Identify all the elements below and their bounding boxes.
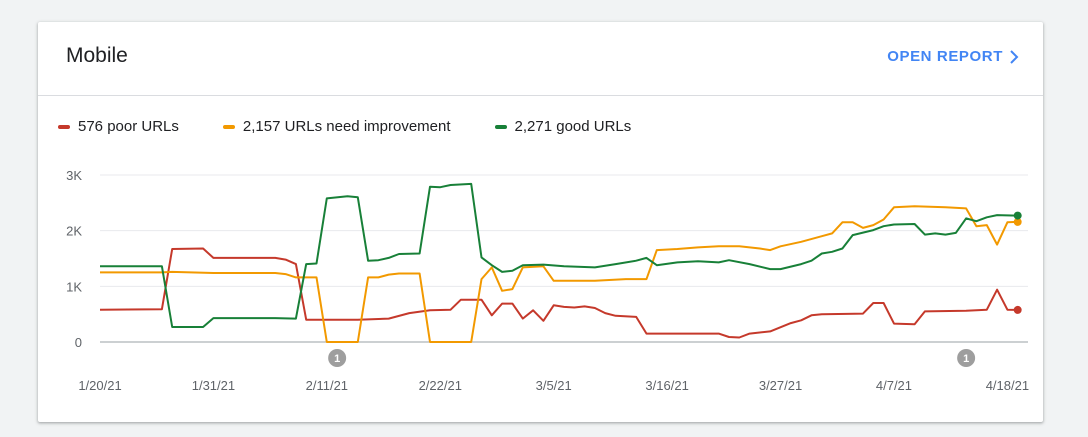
legend-swatch-needs-improvement — [222, 124, 235, 129]
series-line-good — [100, 182, 1018, 328]
series-line-poor — [99, 247, 1018, 339]
series-line-needs — [100, 205, 1018, 343]
y-tick-label: 1K — [66, 279, 82, 294]
annotation-marker — [957, 349, 976, 367]
x-tick-label: 3/16/21 — [645, 378, 688, 393]
annotation-label: 1 — [963, 353, 969, 365]
x-tick-label: 2/11/21 — [306, 378, 348, 393]
series-endpoint-poor — [1013, 305, 1022, 314]
line-chart: 0 1K 2K 3K 1/20/21 1/31/21 2/11/21 2/22/21 3/5/2… — [66, 168, 1029, 393]
y-tick-label: 3K — [66, 168, 82, 183]
annotation-label: 1 — [334, 353, 340, 365]
x-tick-label: 4/18/21 — [986, 378, 1029, 393]
mobile-report-card: Mobile OPEN REPORT 576 poor URLs 2,157 U… — [38, 22, 1043, 422]
open-report-label: OPEN REPORT — [887, 48, 1003, 65]
card-title: Mobile — [66, 44, 128, 67]
x-tick-label: 1/20/21 — [78, 378, 121, 393]
legend-label-needs-improvement: 2,157 URLs need improvement — [242, 118, 451, 135]
series-endpoint-needs — [1013, 217, 1022, 226]
x-tick-label: 1/31/21 — [192, 378, 235, 393]
y-tick-label: 0 — [75, 335, 82, 350]
card-header: Mobile OPEN REPORT — [38, 22, 1043, 96]
legend-swatch-good — [494, 124, 507, 129]
legend-item-good[interactable]: 2,271 good URLs — [494, 118, 632, 135]
chevron-right-icon — [1009, 49, 1019, 64]
legend-label-good: 2,271 good URLs — [514, 118, 632, 135]
legend-item-needs-improvement[interactable]: 2,157 URLs need improvement — [222, 118, 451, 135]
open-report-link[interactable]: OPEN REPORT — [887, 48, 1019, 65]
legend-item-poor[interactable]: 576 poor URLs — [58, 118, 179, 135]
legend-swatch-poor — [58, 124, 70, 129]
x-tick-label: 4/7/21 — [876, 378, 912, 393]
x-tick-label: 2/22/21 — [419, 378, 462, 393]
y-tick-label: 2K — [66, 224, 82, 239]
x-tick-label: 3/5/21 — [536, 378, 572, 393]
series-endpoint-good — [1013, 211, 1022, 220]
legend-label-poor: 576 poor URLs — [78, 118, 179, 135]
chart-legend: 576 poor URLs 2,157 URLs need improvemen… — [58, 118, 675, 135]
x-tick-label: 3/27/21 — [759, 378, 802, 393]
annotation-marker — [328, 349, 347, 367]
